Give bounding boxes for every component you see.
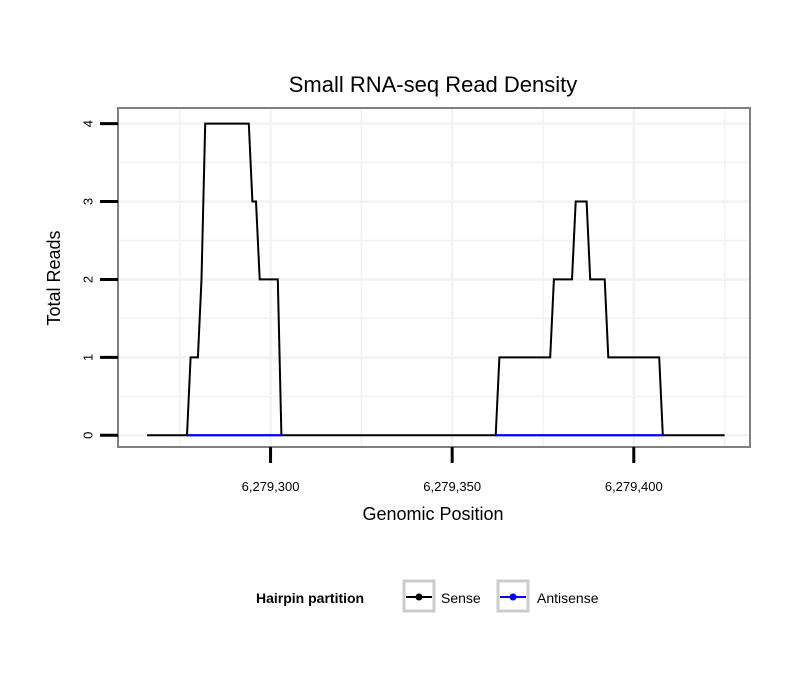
x-tick-label: 6,279,350	[423, 479, 481, 494]
y-tick-label: 3	[81, 198, 96, 205]
legend: Hairpin partition Sense Antisense	[256, 579, 599, 613]
legend-title: Hairpin partition	[256, 590, 364, 606]
y-axis-label: Total Reads	[44, 230, 64, 325]
legend-point-antisense	[509, 593, 517, 601]
series-layer	[147, 122, 725, 437]
y-tick-label: 2	[81, 276, 96, 283]
y-tick-label: 0	[81, 432, 96, 439]
x-tick-label: 6,279,300	[242, 479, 300, 494]
y-tick-label: 4	[81, 120, 96, 127]
plot-background	[118, 108, 750, 447]
legend-label-antisense: Antisense	[537, 590, 599, 606]
x-axis-label: Genomic Position	[362, 504, 503, 524]
y-axis: 0 1 2 3 4	[81, 120, 118, 439]
y-tick-label: 1	[81, 354, 96, 361]
x-tick-label: 6,279,400	[605, 479, 663, 494]
plot-border	[117, 107, 751, 448]
x-axis: 6,279,300 6,279,350 6,279,400	[242, 447, 663, 494]
legend-point-sense	[415, 593, 423, 601]
chart-title: Small RNA-seq Read Density	[289, 72, 578, 97]
legend-label-sense: Sense	[441, 590, 481, 606]
